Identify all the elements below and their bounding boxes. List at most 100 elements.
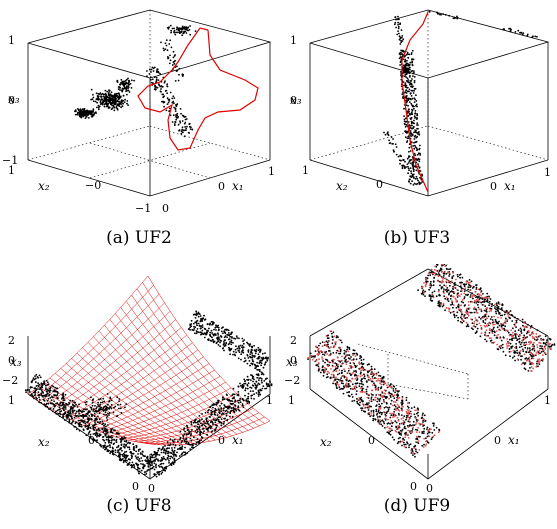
uf8-point [212, 406, 214, 409]
uf9-point [518, 341, 521, 344]
uf3-point [509, 27, 512, 30]
uf9-point [410, 452, 413, 454]
uf8-point [194, 430, 197, 432]
uf8-point [46, 389, 49, 391]
uf2-point [184, 30, 187, 33]
uf8-point [211, 336, 213, 339]
uf9-point [498, 311, 500, 314]
uf2-point [176, 26, 178, 29]
uf8-point [235, 345, 237, 348]
uf9-point [544, 353, 547, 356]
uf9-point [379, 411, 382, 414]
uf8-point [190, 420, 193, 423]
uf9-point [488, 295, 490, 298]
uf9-point-red [391, 416, 394, 418]
uf2-point [113, 94, 116, 97]
uf3-point [415, 131, 418, 134]
uf2-point [174, 110, 177, 112]
uf9-point [397, 394, 400, 396]
uf3-point [404, 84, 407, 87]
uf2-y-ticks: 1 −0 −1 [8, 164, 151, 215]
uf8-point [215, 426, 218, 429]
uf9-point-red [396, 397, 399, 400]
uf9-point [390, 399, 393, 402]
uf2-point [189, 25, 192, 27]
uf3-point [419, 154, 422, 156]
uf9-point [403, 427, 406, 429]
uf8-point [166, 447, 169, 450]
uf8-z-ticks: 2 0 −2 [2, 334, 18, 387]
uf3-point [404, 91, 407, 94]
uf3-point [414, 87, 417, 90]
uf8-point [31, 393, 33, 395]
uf8-point [171, 449, 174, 452]
uf8-point [242, 349, 244, 352]
uf9-point [390, 403, 392, 405]
uf3-point [418, 166, 421, 169]
uf8-point [142, 451, 144, 453]
uf8-point [37, 382, 39, 385]
caption-uf3: (b) UF3 [383, 228, 451, 248]
uf8-point [123, 443, 126, 446]
uf9-point-red [381, 390, 383, 393]
uf8-point [242, 346, 245, 348]
uf8-point [70, 407, 72, 409]
uf9-point-red [318, 352, 321, 355]
uf9-point-red [395, 430, 398, 433]
uf8-point [232, 409, 235, 412]
uf3-point [397, 23, 399, 26]
uf8-point [257, 356, 260, 359]
uf9-point [507, 331, 510, 334]
uf8-point [205, 333, 208, 336]
uf8-point [63, 407, 65, 409]
uf8-point [251, 375, 254, 378]
uf2-point [169, 24, 172, 27]
uf8-point [142, 467, 145, 470]
uf9-point-red [414, 423, 417, 426]
uf3-y-tick: 0 [376, 178, 383, 191]
uf8-point [258, 383, 261, 386]
uf9-point [430, 284, 433, 287]
uf9-point [341, 369, 343, 372]
uf3-point [418, 148, 420, 151]
uf8-point [190, 423, 193, 426]
uf2-point [97, 99, 100, 101]
uf3-point [405, 89, 408, 91]
uf9-point [511, 356, 514, 359]
uf9-point [379, 375, 382, 377]
uf9-point-red [402, 417, 405, 419]
uf8-point [246, 387, 249, 390]
uf9-point [501, 309, 504, 311]
uf2-point [110, 108, 113, 111]
uf8-point [188, 431, 191, 434]
uf9-point-red [406, 412, 408, 415]
uf2-point [178, 67, 181, 70]
uf9-point [482, 321, 485, 323]
uf8-point [185, 452, 187, 455]
uf8-point [242, 342, 245, 345]
uf9-point-red [317, 352, 319, 355]
uf8-point [238, 399, 241, 402]
uf9-point [405, 431, 407, 434]
uf9-point [545, 341, 548, 344]
uf9-point [489, 318, 492, 320]
uf2-point [171, 121, 174, 123]
uf8-point [158, 466, 161, 468]
uf2-point [127, 77, 129, 80]
uf8-point [122, 461, 125, 464]
uf2-point [186, 29, 189, 31]
uf9-point [465, 293, 467, 296]
uf8-point [233, 397, 235, 400]
uf9-point [432, 422, 435, 425]
uf8-point [213, 333, 216, 336]
uf9-point-red [440, 303, 442, 306]
uf8-point [79, 414, 82, 417]
uf9-point [503, 313, 506, 316]
uf9-point [336, 373, 339, 376]
uf3-point [399, 162, 401, 165]
uf8-point [132, 443, 135, 446]
uf8-point [199, 315, 202, 317]
uf3-point [404, 160, 406, 163]
uf9-point [471, 287, 474, 289]
uf8-point [117, 449, 120, 452]
